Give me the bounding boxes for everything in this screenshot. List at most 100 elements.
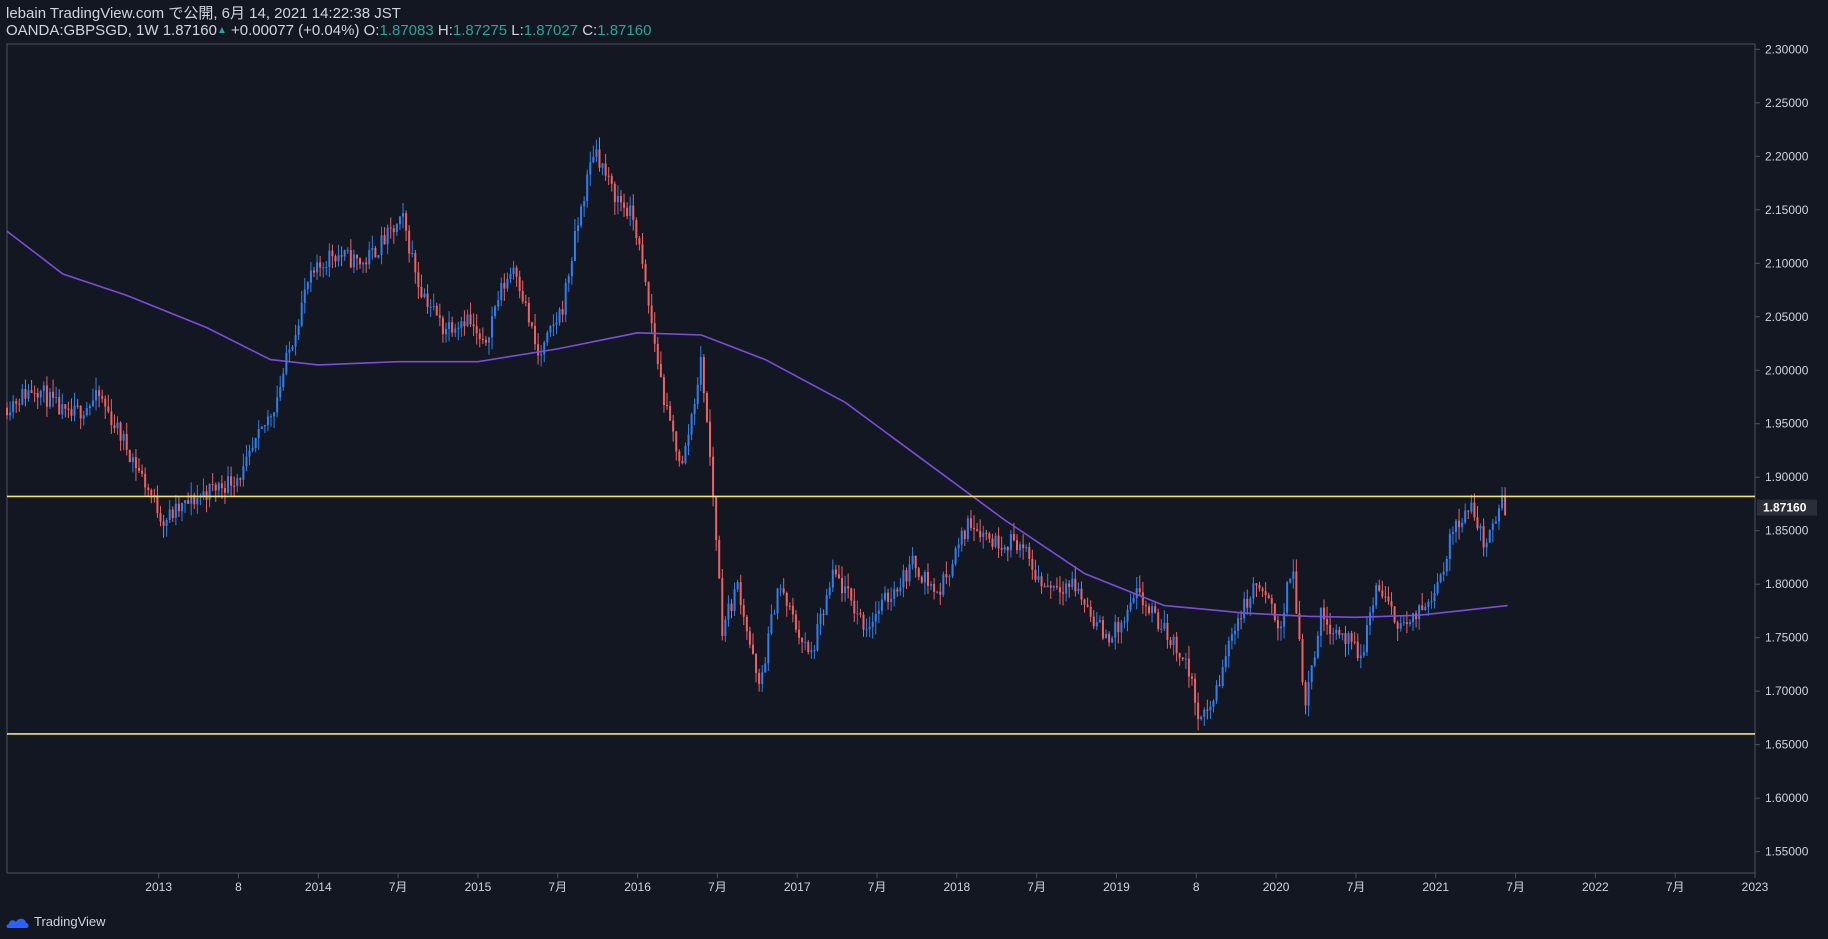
candle-body — [1448, 533, 1451, 559]
candle-body — [837, 574, 840, 579]
candle-body — [1197, 702, 1200, 720]
candle-body — [1068, 583, 1071, 587]
candle-body — [257, 429, 260, 438]
last-price-tag-label: 1.87160 — [1763, 501, 1807, 515]
candle-body — [515, 267, 518, 277]
candle-body — [552, 324, 555, 327]
candle-body — [1381, 590, 1384, 597]
candle-body — [33, 392, 36, 394]
candle-body — [859, 613, 862, 615]
candle-body — [623, 202, 626, 208]
candle-body — [801, 637, 804, 643]
candle-body — [331, 250, 334, 257]
candle-body — [1464, 510, 1467, 523]
candle-body — [466, 314, 469, 327]
candle-body — [1227, 640, 1230, 657]
last-price: 1.87160 — [162, 22, 217, 39]
close-label: C: — [582, 22, 598, 39]
candle-body — [733, 589, 736, 612]
candle-body — [217, 483, 220, 491]
candle-body — [807, 642, 810, 653]
candle-body — [150, 489, 153, 496]
candle-body — [9, 412, 12, 416]
candle-body — [567, 276, 570, 283]
candle-body — [1058, 587, 1061, 593]
candle-body — [494, 306, 497, 317]
candle-body — [220, 483, 223, 489]
candle-body — [874, 613, 877, 622]
x-tick-label: 7月 — [1666, 880, 1685, 894]
candle-body — [36, 393, 39, 398]
brand-label[interactable]: TradingView — [34, 914, 106, 929]
open-label: O: — [363, 22, 380, 39]
candle-body — [1473, 502, 1476, 518]
candle-body — [61, 404, 64, 415]
candle-body — [1012, 534, 1015, 541]
candle-body — [841, 578, 844, 594]
candle-body — [1298, 613, 1301, 640]
candle-body — [1467, 510, 1470, 512]
candle-body — [371, 247, 374, 250]
candle-body — [1365, 625, 1368, 653]
candle-body — [18, 403, 21, 405]
candle-body — [825, 595, 828, 615]
candle-body — [1347, 633, 1350, 644]
candle-body — [1375, 585, 1378, 606]
candle-body — [1326, 619, 1329, 625]
tradingview-cloud-icon[interactable] — [6, 915, 30, 929]
candle-body — [82, 415, 85, 419]
candle-body — [190, 494, 193, 504]
candle-body — [1172, 636, 1175, 646]
candle-body — [377, 255, 380, 258]
candle-body — [1399, 623, 1402, 629]
candle-body — [1319, 607, 1322, 636]
candle-body — [1433, 593, 1436, 601]
candle-body — [997, 535, 1000, 549]
candle-body — [1482, 526, 1485, 548]
candle-body — [966, 518, 969, 539]
candle-body — [524, 301, 527, 303]
candle-body — [880, 599, 883, 611]
candle-body — [343, 250, 346, 257]
symbol-label[interactable]: OANDA:GBPSGD, 1W — [6, 22, 159, 39]
candle-body — [908, 564, 911, 582]
candle-body — [957, 544, 960, 549]
candle-body — [500, 283, 503, 301]
candle-body — [847, 586, 850, 589]
candle-body — [1230, 634, 1233, 641]
candle-body — [1415, 613, 1418, 620]
candle-body — [1221, 667, 1224, 686]
candle-body — [475, 326, 478, 334]
candle-body — [1144, 605, 1147, 607]
candle-body — [1412, 613, 1415, 623]
candle-body — [856, 613, 859, 615]
y-tick-label: 1.85000 — [1765, 524, 1809, 538]
candle-body — [334, 256, 337, 262]
candle-body — [184, 500, 187, 504]
candle-body — [177, 503, 180, 512]
candle-body — [681, 461, 684, 463]
candle-body — [1080, 588, 1083, 600]
candle-body — [1123, 621, 1126, 623]
candle-body — [1000, 548, 1003, 550]
candle-body — [1479, 526, 1482, 529]
candle-body — [530, 322, 533, 327]
candle-body — [395, 224, 398, 233]
candle-body — [933, 584, 936, 592]
candle-body — [586, 174, 589, 202]
candle-body — [810, 650, 813, 653]
candle-body — [156, 495, 159, 514]
candle-body — [116, 422, 119, 429]
candle-body — [902, 570, 905, 588]
candle-body — [113, 425, 116, 429]
candle-body — [1289, 578, 1292, 583]
candle-body — [107, 406, 110, 412]
candle-body — [362, 262, 365, 265]
candle-body — [251, 448, 254, 451]
candle-body — [1332, 633, 1335, 635]
candle-body — [193, 494, 196, 505]
candle-body — [1316, 635, 1319, 658]
candle-body — [288, 349, 291, 353]
candle-body — [785, 592, 788, 606]
